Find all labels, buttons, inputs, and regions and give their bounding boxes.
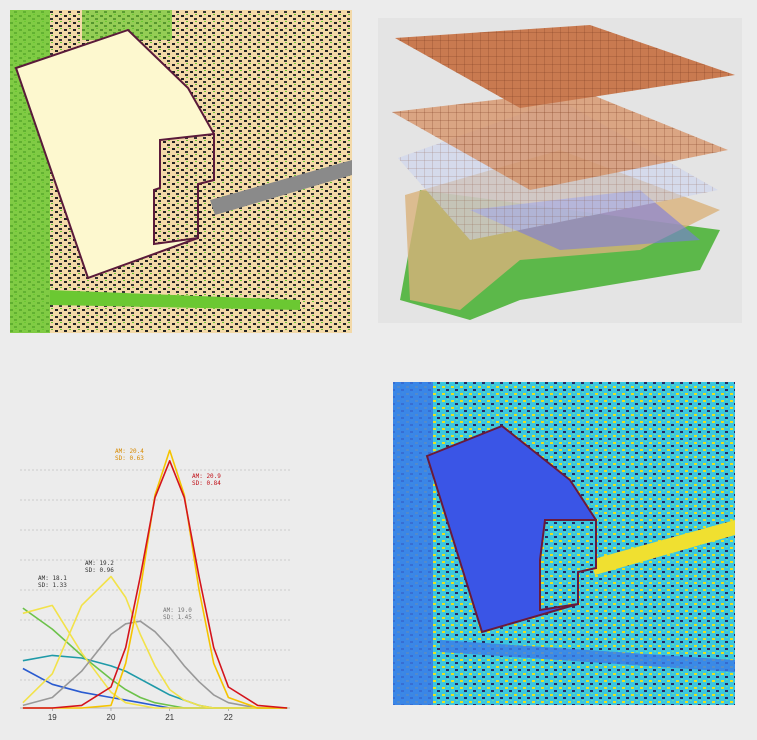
annotation: AM: 20.4: [115, 448, 144, 455]
curve: [22, 449, 288, 709]
x-tick-label: 20: [107, 713, 116, 722]
annotation: SD: 1.45: [163, 614, 192, 621]
layer-stack: [378, 18, 742, 323]
annotation: SD: 0.84: [192, 480, 221, 487]
curve: [22, 654, 288, 709]
annotation: SD: 0.96: [85, 567, 114, 574]
x-tick-label: 22: [224, 713, 233, 722]
annotation: AM: 19.2: [85, 560, 114, 567]
grid: [20, 469, 290, 681]
x-tick-label: 21: [165, 713, 174, 722]
x-tick-label: 19: [48, 713, 57, 722]
curve: [22, 620, 288, 709]
annotation: AM: 19.0: [163, 607, 192, 614]
curve: [22, 460, 288, 709]
heat-map: [393, 382, 735, 705]
annotation: SD: 0.63: [115, 455, 144, 462]
annotation: AM: 18.1: [38, 575, 67, 582]
curve: [22, 575, 288, 709]
annotation: SD: 1.33: [38, 582, 67, 589]
land-use-map: [10, 10, 352, 333]
annotation: AM: 20.9: [192, 473, 221, 480]
distribution-chart: 19 20 21 22 AM: 18.1SD: 1.33 AM: 19.2SD: 0.96…: [20, 448, 290, 722]
